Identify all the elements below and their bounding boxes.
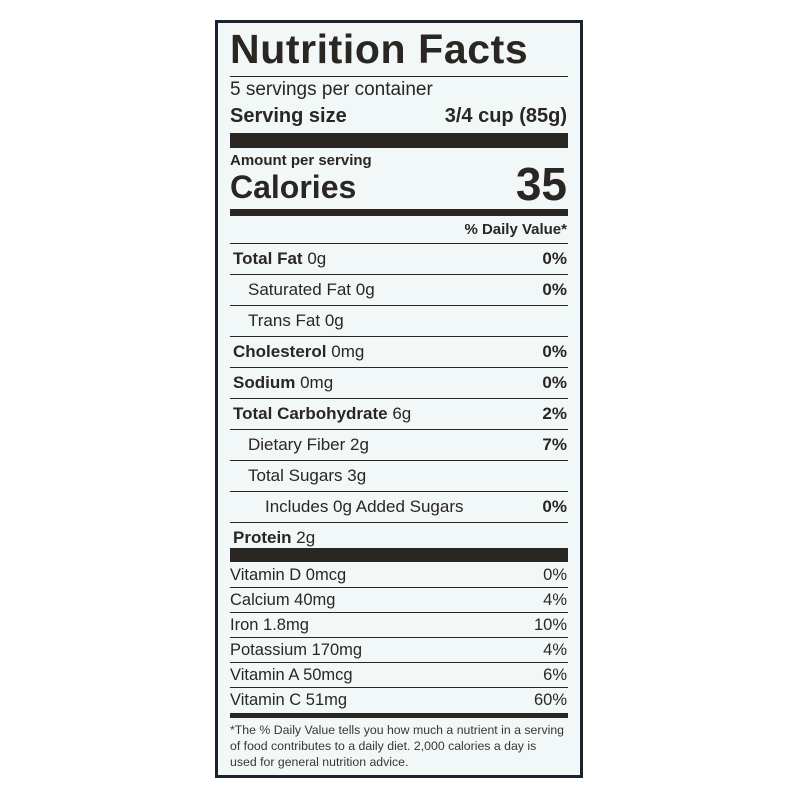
nutrient-row: Total Carbohydrate 6g 2% [230, 399, 567, 429]
amount-per-serving: Amount per serving [230, 152, 372, 169]
nutrient-name-group: Trans Fat 0g [230, 311, 344, 331]
calories-label: Calories [230, 169, 357, 205]
vitamin-dv: 0% [543, 565, 567, 584]
nutrient-row: Total Sugars 3g [230, 461, 567, 491]
medium-rule [230, 209, 568, 216]
serving-size-value: 3/4 cup (85g) [444, 104, 567, 127]
nutrient-name-group: Protein 2g [230, 528, 315, 548]
servings: 5 servings per container [230, 79, 433, 100]
rule [230, 491, 568, 492]
thick-rule [230, 548, 568, 562]
rule [230, 687, 568, 688]
nutrient-amount: 6g [392, 404, 412, 423]
nutrient-row: Dietary Fiber 2g 7% [230, 430, 567, 460]
nutrient-amount: 0mg [300, 373, 334, 392]
nutrient-row: Total Fat 0g 0% [230, 244, 567, 274]
daily-value: 0% [542, 373, 567, 392]
vitamin-name: Vitamin D 0mcg [230, 565, 347, 584]
serving-size-row: Serving size 3/4 cup (85g) [230, 104, 567, 128]
rule [230, 274, 568, 275]
rule [230, 398, 568, 399]
vitamin-row: Potassium 170mg 4% [230, 638, 567, 662]
daily-value: 0% [542, 342, 567, 361]
nutrient-name: Total Fat [233, 249, 303, 268]
daily-value-header: % Daily Value* [464, 221, 567, 238]
daily-value: 0% [542, 497, 567, 516]
nutrient-amount: 2g [350, 435, 369, 454]
title: Nutrition Facts [230, 26, 529, 72]
rule [230, 637, 568, 638]
nutrient-name-group: Dietary Fiber 2g [230, 435, 369, 455]
nutrient-row: Sodium 0mg 0% [230, 368, 567, 398]
calories-value: 35 [515, 158, 567, 210]
nutrient-name: Total Carbohydrate [233, 404, 388, 423]
nutrient-name: Includes 0g Added Sugars [265, 497, 464, 516]
rule [230, 336, 568, 337]
rule [230, 367, 568, 368]
vitamin-name: Calcium 40mg [230, 590, 336, 609]
nutrient-name: Saturated Fat [248, 280, 352, 299]
nutrient-row: Protein 2g [230, 523, 567, 553]
vitamin-row: Iron 1.8mg 10% [230, 613, 567, 637]
thick-rule [230, 133, 568, 148]
nutrient-amount: 3g [347, 466, 367, 485]
vitamin-dv: 60% [533, 690, 567, 709]
rule [230, 612, 568, 613]
vitamin-name: Iron 1.8mg [230, 615, 309, 634]
nutrient-name: Trans Fat [248, 311, 321, 330]
rule [230, 587, 568, 588]
rule [230, 76, 568, 77]
nutrient-name-group: Includes 0g Added Sugars [230, 497, 463, 517]
rule [230, 429, 568, 430]
vitamin-dv: 6% [543, 665, 567, 684]
nutrient-name-group: Cholesterol 0mg [230, 342, 364, 362]
daily-value: 0% [542, 280, 567, 299]
rule [230, 522, 568, 523]
daily-value: 2% [542, 404, 567, 423]
nutrient-amount: 0mg [331, 342, 365, 361]
nutrient-name-group: Total Fat 0g [230, 249, 326, 269]
rule [230, 662, 568, 663]
daily-value: 0% [542, 249, 567, 268]
rule [230, 243, 568, 244]
vitamin-name: Potassium 170mg [230, 640, 363, 659]
nutrient-name: Protein [233, 528, 292, 547]
nutrient-name: Cholesterol [233, 342, 327, 361]
footnote: *The % Daily Value tells you how much a … [230, 723, 565, 769]
nutrient-name: Sodium [233, 373, 296, 392]
vitamin-dv: 4% [543, 590, 567, 609]
vitamin-name: Vitamin C 51mg [230, 690, 348, 709]
nutrient-amount: 2g [296, 528, 316, 547]
nutrient-row: Includes 0g Added Sugars 0% [230, 492, 567, 522]
vitamin-dv: 4% [543, 640, 567, 659]
vitamin-dv: 10% [533, 615, 567, 634]
serving-size-label: Serving size [230, 104, 347, 127]
nutrient-amount: 0g [307, 249, 327, 268]
vitamin-name: Vitamin A 50mcg [230, 665, 353, 684]
nutrient-row: Saturated Fat 0g 0% [230, 275, 567, 305]
nutrient-name-group: Sodium 0mg [230, 373, 333, 393]
nutrient-name-group: Total Sugars 3g [230, 466, 366, 486]
vitamin-row: Vitamin A 50mcg 6% [230, 663, 567, 687]
nutrient-name: Dietary Fiber [248, 435, 346, 454]
nutrient-name: Total Sugars [248, 466, 343, 485]
rule [230, 305, 568, 306]
nutrient-name-group: Saturated Fat 0g [230, 280, 375, 300]
vitamin-row: Vitamin D 0mcg 0% [230, 563, 567, 587]
nutrient-amount: 0g [324, 311, 344, 330]
daily-value: 7% [542, 435, 567, 454]
nutrient-row: Trans Fat 0g [230, 306, 567, 336]
vitamin-row: Calcium 40mg 4% [230, 588, 567, 612]
nutrient-amount: 0g [355, 280, 375, 299]
nutrient-name-group: Total Carbohydrate 6g [230, 404, 411, 424]
medium-rule [230, 713, 568, 718]
vitamin-row: Vitamin C 51mg 60% [230, 688, 567, 712]
rule [230, 460, 568, 461]
nutrient-row: Cholesterol 0mg 0% [230, 337, 567, 367]
